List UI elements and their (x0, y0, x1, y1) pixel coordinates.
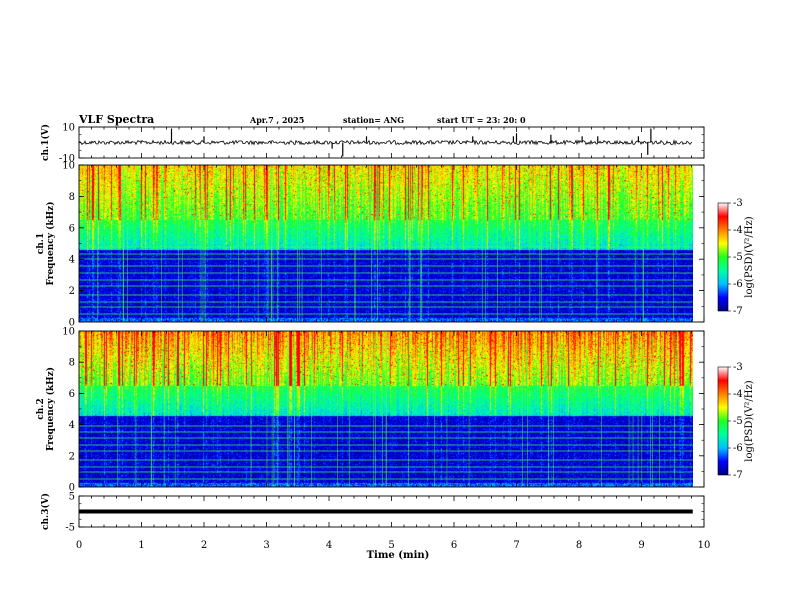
y-tick-label: 5 (69, 492, 75, 503)
station-label: station= ANG (343, 115, 404, 125)
ch1-waveform-panel: 10 -10 ch.1(V) (40, 123, 705, 165)
y-tick-label: 0 (69, 483, 75, 494)
panel-frame (78, 164, 705, 323)
y-tick-label: 8 (69, 358, 75, 369)
ch2-spectrogram-panel: 0 2 4 6 8 10 ch.2 Frequency (kHz) (36, 327, 705, 494)
colorbar-tick-label: -7 (733, 306, 743, 317)
spectrogram-image (79, 165, 693, 322)
y-tick-label: 0 (69, 318, 75, 329)
y-tick-label: 2 (69, 286, 75, 297)
x-tick-label: 9 (638, 540, 644, 551)
colorbar-tick-label: -4 (733, 225, 743, 236)
x-tick-label: 1 (138, 540, 144, 551)
figure-title: VLF Spectra (78, 113, 154, 126)
y-tick-label: 6 (69, 223, 75, 234)
y-axis-label: ch.3(V) (40, 493, 51, 530)
y-tick-label: -10 (59, 154, 75, 165)
colorbar-label: log(PSD)(V²/Hz) (744, 216, 755, 298)
y-axis-label: ch.2 (36, 398, 46, 419)
time-axis: 0 1 2 3 4 5 6 7 8 9 10 (76, 540, 711, 551)
colorbar-tick-label: -7 (733, 470, 743, 481)
ch1-spectrogram-panel: 0 2 4 6 8 10 ch.1 Frequency (kHz) (36, 161, 705, 329)
date-label: Apr.7 , 2025 (249, 115, 304, 125)
colorbar-tick-label: -3 (733, 362, 743, 373)
y-tick-label: 10 (62, 161, 75, 172)
x-tick-label: 5 (388, 540, 394, 551)
colorbar-tick-label: -6 (733, 443, 743, 454)
y-axis-label: Frequency (kHz) (45, 367, 56, 451)
y-tick-label: 10 (62, 327, 75, 338)
colorbar-tick-label: -6 (733, 279, 743, 290)
y-tick-label: 6 (69, 389, 75, 400)
ch3-waveform-panel: 5 -5 ch.3(V) (40, 492, 705, 534)
colorbar-tick-label: -5 (733, 416, 743, 427)
colorbar-label: log(PSD)(V²/Hz) (744, 380, 755, 462)
x-tick-label: 8 (576, 540, 582, 551)
x-tick-label: 0 (76, 540, 82, 551)
y-tick-label: 4 (69, 420, 75, 431)
colorbar-tick-label: -3 (733, 198, 743, 209)
colorbar-tick-label: -4 (733, 389, 743, 400)
colorbar-gradient (717, 202, 729, 312)
y-tick-label: 10 (62, 123, 75, 134)
y-tick-label: -5 (65, 523, 75, 534)
y-tick-label: 2 (69, 451, 75, 462)
colorbar-gradient (717, 366, 729, 476)
waveform-trace (78, 139, 693, 146)
x-tick-label: 4 (326, 540, 332, 551)
start-time-label: start UT = 23: 20: 0 (437, 115, 526, 125)
y-tick-label: 8 (69, 192, 75, 203)
y-axis-label: Frequency (kHz) (45, 201, 56, 285)
x-tick-label: 2 (201, 540, 207, 551)
colorbar-tick-label: -5 (733, 252, 743, 263)
x-tick-label: 6 (451, 540, 457, 551)
y-axis-label: ch.1 (36, 233, 46, 254)
y-tick-label: 4 (69, 255, 75, 266)
y-axis-label: ch.1(V) (40, 124, 51, 161)
x-tick-label: 10 (698, 540, 711, 551)
x-axis-label: Time (min) (367, 550, 430, 561)
panel-frame (78, 330, 705, 488)
x-tick-label: 3 (263, 540, 269, 551)
x-tick-label: 7 (513, 540, 519, 551)
